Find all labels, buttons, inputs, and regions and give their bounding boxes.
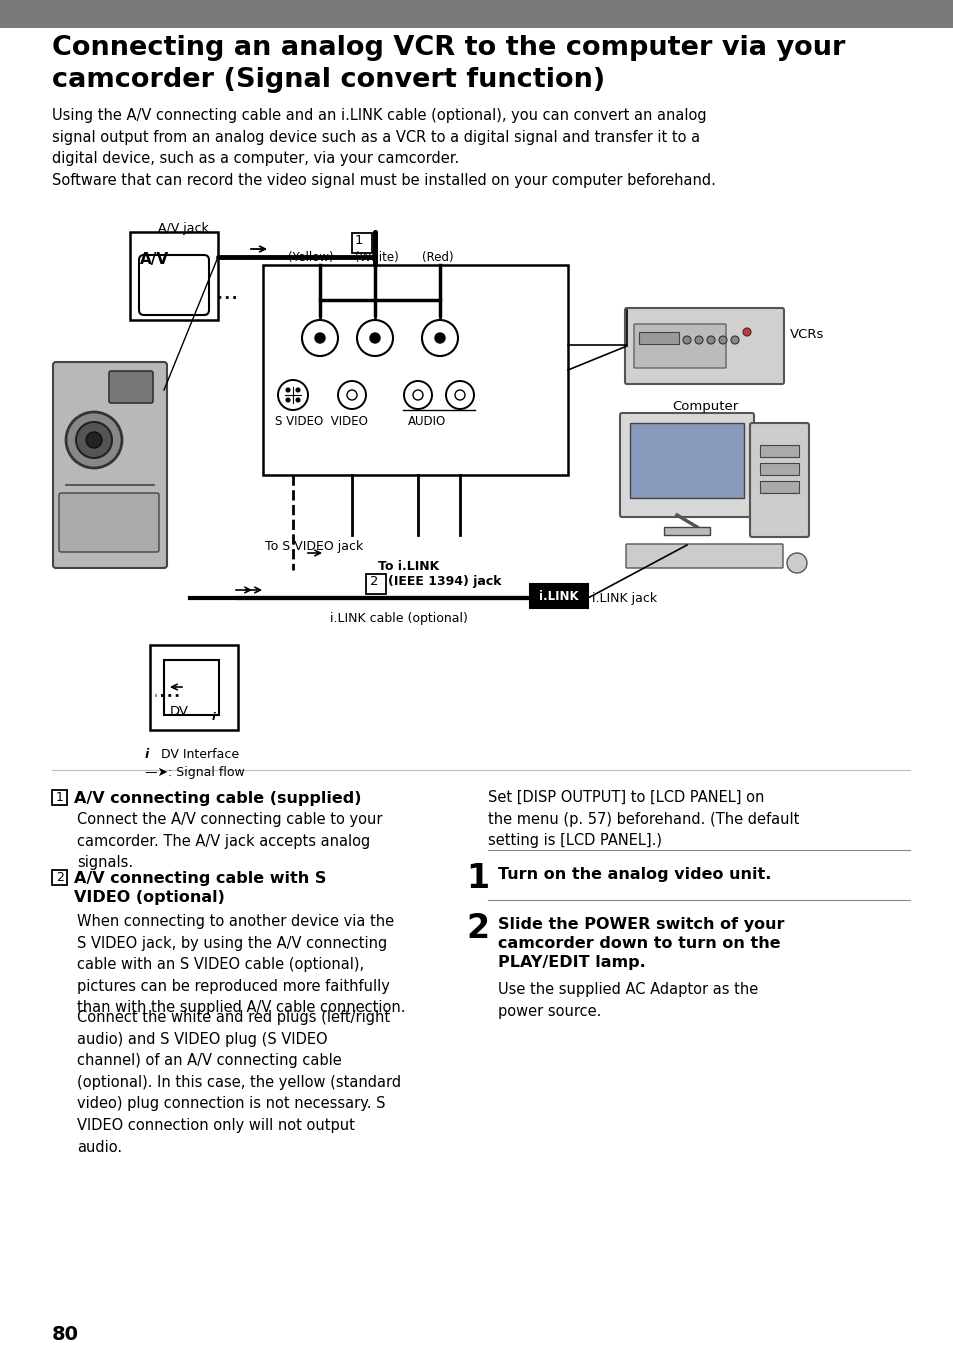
Text: 2: 2: [465, 912, 489, 944]
Text: (White): (White): [355, 251, 398, 265]
Circle shape: [742, 328, 750, 337]
Text: 1: 1: [465, 862, 489, 896]
Text: Turn on the analog video unit.: Turn on the analog video unit.: [497, 867, 771, 882]
Text: Use the supplied AC Adaptor as the
power source.: Use the supplied AC Adaptor as the power…: [497, 982, 758, 1019]
Circle shape: [337, 381, 366, 408]
Text: To S VIDEO jack: To S VIDEO jack: [265, 540, 363, 554]
Circle shape: [435, 332, 444, 343]
FancyBboxPatch shape: [760, 480, 799, 493]
Text: 2: 2: [56, 871, 64, 883]
Bar: [366, 574, 386, 594]
Circle shape: [403, 381, 432, 408]
FancyBboxPatch shape: [164, 660, 219, 715]
FancyBboxPatch shape: [625, 544, 782, 569]
Text: Using the A/V connecting cable and an i.LINK cable (optional), you can convert a: Using the A/V connecting cable and an i.…: [52, 109, 715, 187]
Text: Connect the A/V connecting cable to your
camcorder. The A/V jack accepts analog
: Connect the A/V connecting cable to your…: [77, 811, 382, 870]
Circle shape: [421, 320, 457, 356]
Text: A/V: A/V: [140, 252, 169, 267]
Text: i: i: [145, 748, 149, 761]
Circle shape: [86, 432, 102, 448]
Circle shape: [302, 320, 337, 356]
Text: (Red): (Red): [421, 251, 453, 265]
FancyBboxPatch shape: [634, 324, 725, 368]
Text: —➤: Signal flow: —➤: Signal flow: [145, 765, 245, 779]
Circle shape: [730, 337, 739, 345]
FancyBboxPatch shape: [624, 308, 783, 384]
Circle shape: [682, 337, 690, 345]
Text: (IEEE 1394) jack: (IEEE 1394) jack: [388, 575, 501, 588]
Text: (Yellow): (Yellow): [288, 251, 334, 265]
Text: S VIDEO  VIDEO: S VIDEO VIDEO: [274, 415, 368, 427]
Circle shape: [66, 413, 122, 468]
Text: Set [DISP OUTPUT] to [LCD PANEL] on
the menu (p. 57) beforehand. (The default
se: Set [DISP OUTPUT] to [LCD PANEL] on the …: [488, 790, 799, 848]
Text: To i.LINK: To i.LINK: [377, 560, 438, 573]
FancyBboxPatch shape: [760, 463, 799, 475]
Text: Connecting an analog VCR to the computer via your: Connecting an analog VCR to the computer…: [52, 35, 844, 61]
Circle shape: [286, 388, 290, 392]
Circle shape: [347, 389, 356, 400]
Circle shape: [295, 388, 299, 392]
Text: 2: 2: [370, 575, 378, 588]
Text: 80: 80: [52, 1324, 79, 1343]
FancyBboxPatch shape: [629, 423, 743, 498]
Circle shape: [786, 554, 806, 573]
Circle shape: [76, 422, 112, 459]
Text: AUDIO: AUDIO: [408, 415, 446, 427]
Text: DV: DV: [170, 706, 189, 718]
FancyBboxPatch shape: [663, 527, 709, 535]
FancyBboxPatch shape: [53, 362, 167, 569]
Circle shape: [706, 337, 714, 345]
Bar: [0, 0, 953, 28]
Bar: [263, 265, 567, 475]
Text: i.LINK cable (optional): i.LINK cable (optional): [330, 612, 467, 626]
Bar: [52, 870, 67, 885]
Circle shape: [314, 332, 325, 343]
FancyBboxPatch shape: [760, 445, 799, 457]
Circle shape: [413, 389, 422, 400]
Circle shape: [356, 320, 393, 356]
FancyBboxPatch shape: [619, 413, 753, 517]
Bar: [150, 645, 237, 730]
FancyBboxPatch shape: [59, 493, 159, 552]
Text: 1: 1: [56, 791, 64, 803]
Text: 1: 1: [355, 233, 363, 247]
Circle shape: [455, 389, 464, 400]
Text: Computer: Computer: [671, 400, 738, 413]
Circle shape: [719, 337, 726, 345]
Bar: [52, 790, 67, 805]
Bar: [352, 233, 372, 252]
Circle shape: [286, 398, 290, 402]
Circle shape: [370, 332, 379, 343]
Text: i: i: [212, 712, 215, 722]
Text: camcorder (Signal convert function): camcorder (Signal convert function): [52, 66, 604, 94]
Circle shape: [446, 381, 474, 408]
Circle shape: [277, 380, 308, 410]
Text: VCRs: VCRs: [789, 328, 823, 341]
Text: A/V jack: A/V jack: [158, 223, 209, 235]
FancyBboxPatch shape: [109, 370, 152, 403]
Circle shape: [295, 398, 299, 402]
Text: DV Interface: DV Interface: [157, 748, 239, 761]
Bar: [530, 584, 587, 608]
Bar: [130, 232, 218, 320]
Text: i.LINK: i.LINK: [538, 589, 578, 603]
Text: Connect the white and red plugs (left/right
audio) and S VIDEO plug (S VIDEO
cha: Connect the white and red plugs (left/ri…: [77, 1010, 400, 1155]
Text: When connecting to another device via the
S VIDEO jack, by using the A/V connect: When connecting to another device via th…: [77, 915, 405, 1015]
FancyBboxPatch shape: [749, 423, 808, 537]
Text: A/V connecting cable (supplied): A/V connecting cable (supplied): [74, 791, 361, 806]
Circle shape: [695, 337, 702, 345]
Text: i.LINK jack: i.LINK jack: [592, 592, 657, 605]
FancyBboxPatch shape: [139, 255, 209, 315]
FancyBboxPatch shape: [639, 332, 679, 345]
Text: A/V connecting cable with S
VIDEO (optional): A/V connecting cable with S VIDEO (optio…: [74, 871, 326, 905]
Text: Slide the POWER switch of your
camcorder down to turn on the
PLAY/EDIT lamp.: Slide the POWER switch of your camcorder…: [497, 917, 783, 970]
